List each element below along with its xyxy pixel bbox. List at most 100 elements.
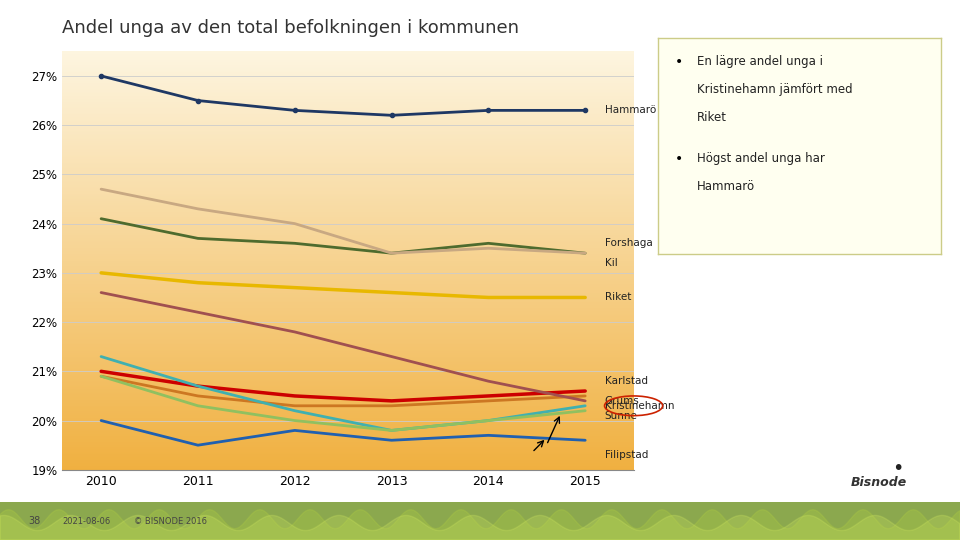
Bar xyxy=(62,178,634,180)
Bar xyxy=(62,295,634,297)
Bar xyxy=(62,207,634,209)
Bar xyxy=(62,334,634,336)
Bar xyxy=(62,432,634,434)
Bar xyxy=(62,92,634,93)
Bar xyxy=(62,353,634,354)
Text: •: • xyxy=(892,459,903,478)
Bar xyxy=(62,384,634,386)
Bar xyxy=(62,125,634,126)
Bar xyxy=(62,382,634,383)
Bar xyxy=(62,424,634,425)
Text: 38: 38 xyxy=(29,516,41,526)
Bar xyxy=(62,264,634,265)
Bar xyxy=(62,274,634,276)
Bar xyxy=(62,87,634,89)
Bar xyxy=(62,204,634,205)
Bar xyxy=(62,307,634,308)
Bar xyxy=(62,230,634,231)
Bar xyxy=(62,170,634,171)
Bar xyxy=(62,174,634,176)
Bar xyxy=(62,465,634,467)
Bar xyxy=(62,118,634,120)
Bar xyxy=(62,109,634,110)
Bar xyxy=(62,294,634,295)
Bar xyxy=(62,330,634,332)
Bar xyxy=(62,403,634,404)
Bar xyxy=(62,293,634,294)
Bar xyxy=(62,56,634,57)
Bar xyxy=(62,63,634,64)
Bar xyxy=(62,400,634,401)
Bar xyxy=(62,240,634,241)
Bar xyxy=(62,273,634,274)
Bar xyxy=(62,298,634,300)
Bar xyxy=(62,235,634,237)
Bar xyxy=(62,308,634,309)
Bar xyxy=(62,249,634,251)
Bar xyxy=(62,190,634,191)
Bar xyxy=(62,390,634,391)
Bar xyxy=(62,310,634,312)
Bar xyxy=(62,110,634,111)
Bar xyxy=(62,176,634,177)
Text: •: • xyxy=(675,152,683,166)
Bar xyxy=(62,83,634,85)
Bar xyxy=(62,59,634,61)
Bar xyxy=(62,209,634,210)
Bar xyxy=(62,393,634,394)
Bar xyxy=(62,318,634,319)
Bar xyxy=(62,448,634,449)
Bar xyxy=(62,288,634,290)
Bar xyxy=(62,260,634,262)
Bar xyxy=(62,327,634,329)
Bar xyxy=(62,368,634,369)
Bar xyxy=(62,436,634,438)
Bar xyxy=(62,65,634,66)
Bar xyxy=(62,309,634,310)
Bar xyxy=(62,420,634,421)
Bar xyxy=(62,143,634,145)
Bar xyxy=(62,114,634,116)
Bar xyxy=(62,325,634,326)
Bar xyxy=(62,135,634,137)
Bar xyxy=(62,198,634,199)
Bar xyxy=(62,283,634,284)
Bar xyxy=(62,461,634,463)
Bar xyxy=(62,438,634,439)
Bar xyxy=(62,234,634,235)
Bar xyxy=(62,434,634,435)
Bar xyxy=(62,68,634,70)
Bar xyxy=(62,237,634,238)
Bar xyxy=(62,429,634,431)
Bar xyxy=(62,132,634,133)
Bar xyxy=(62,449,634,450)
Text: Grums: Grums xyxy=(605,396,639,406)
Bar xyxy=(62,348,634,350)
Bar xyxy=(62,85,634,86)
Bar xyxy=(62,446,634,448)
Bar xyxy=(62,104,634,106)
Bar xyxy=(62,76,634,78)
Bar xyxy=(62,362,634,364)
Bar xyxy=(62,322,634,323)
Bar xyxy=(62,414,634,415)
Bar xyxy=(62,197,634,198)
Bar xyxy=(62,422,634,424)
Text: Filipstad: Filipstad xyxy=(605,450,648,460)
Bar xyxy=(62,245,634,247)
Bar xyxy=(62,375,634,376)
Bar xyxy=(62,61,634,63)
Bar xyxy=(62,346,634,347)
Bar xyxy=(62,206,634,207)
Bar xyxy=(62,255,634,256)
Bar xyxy=(62,159,634,160)
Bar xyxy=(62,180,634,181)
Bar xyxy=(62,365,634,367)
Bar xyxy=(62,216,634,217)
Bar xyxy=(62,100,634,102)
Bar xyxy=(62,326,634,327)
Bar xyxy=(62,284,634,286)
Bar xyxy=(62,103,634,104)
Bar xyxy=(62,167,634,168)
Bar xyxy=(62,408,634,410)
